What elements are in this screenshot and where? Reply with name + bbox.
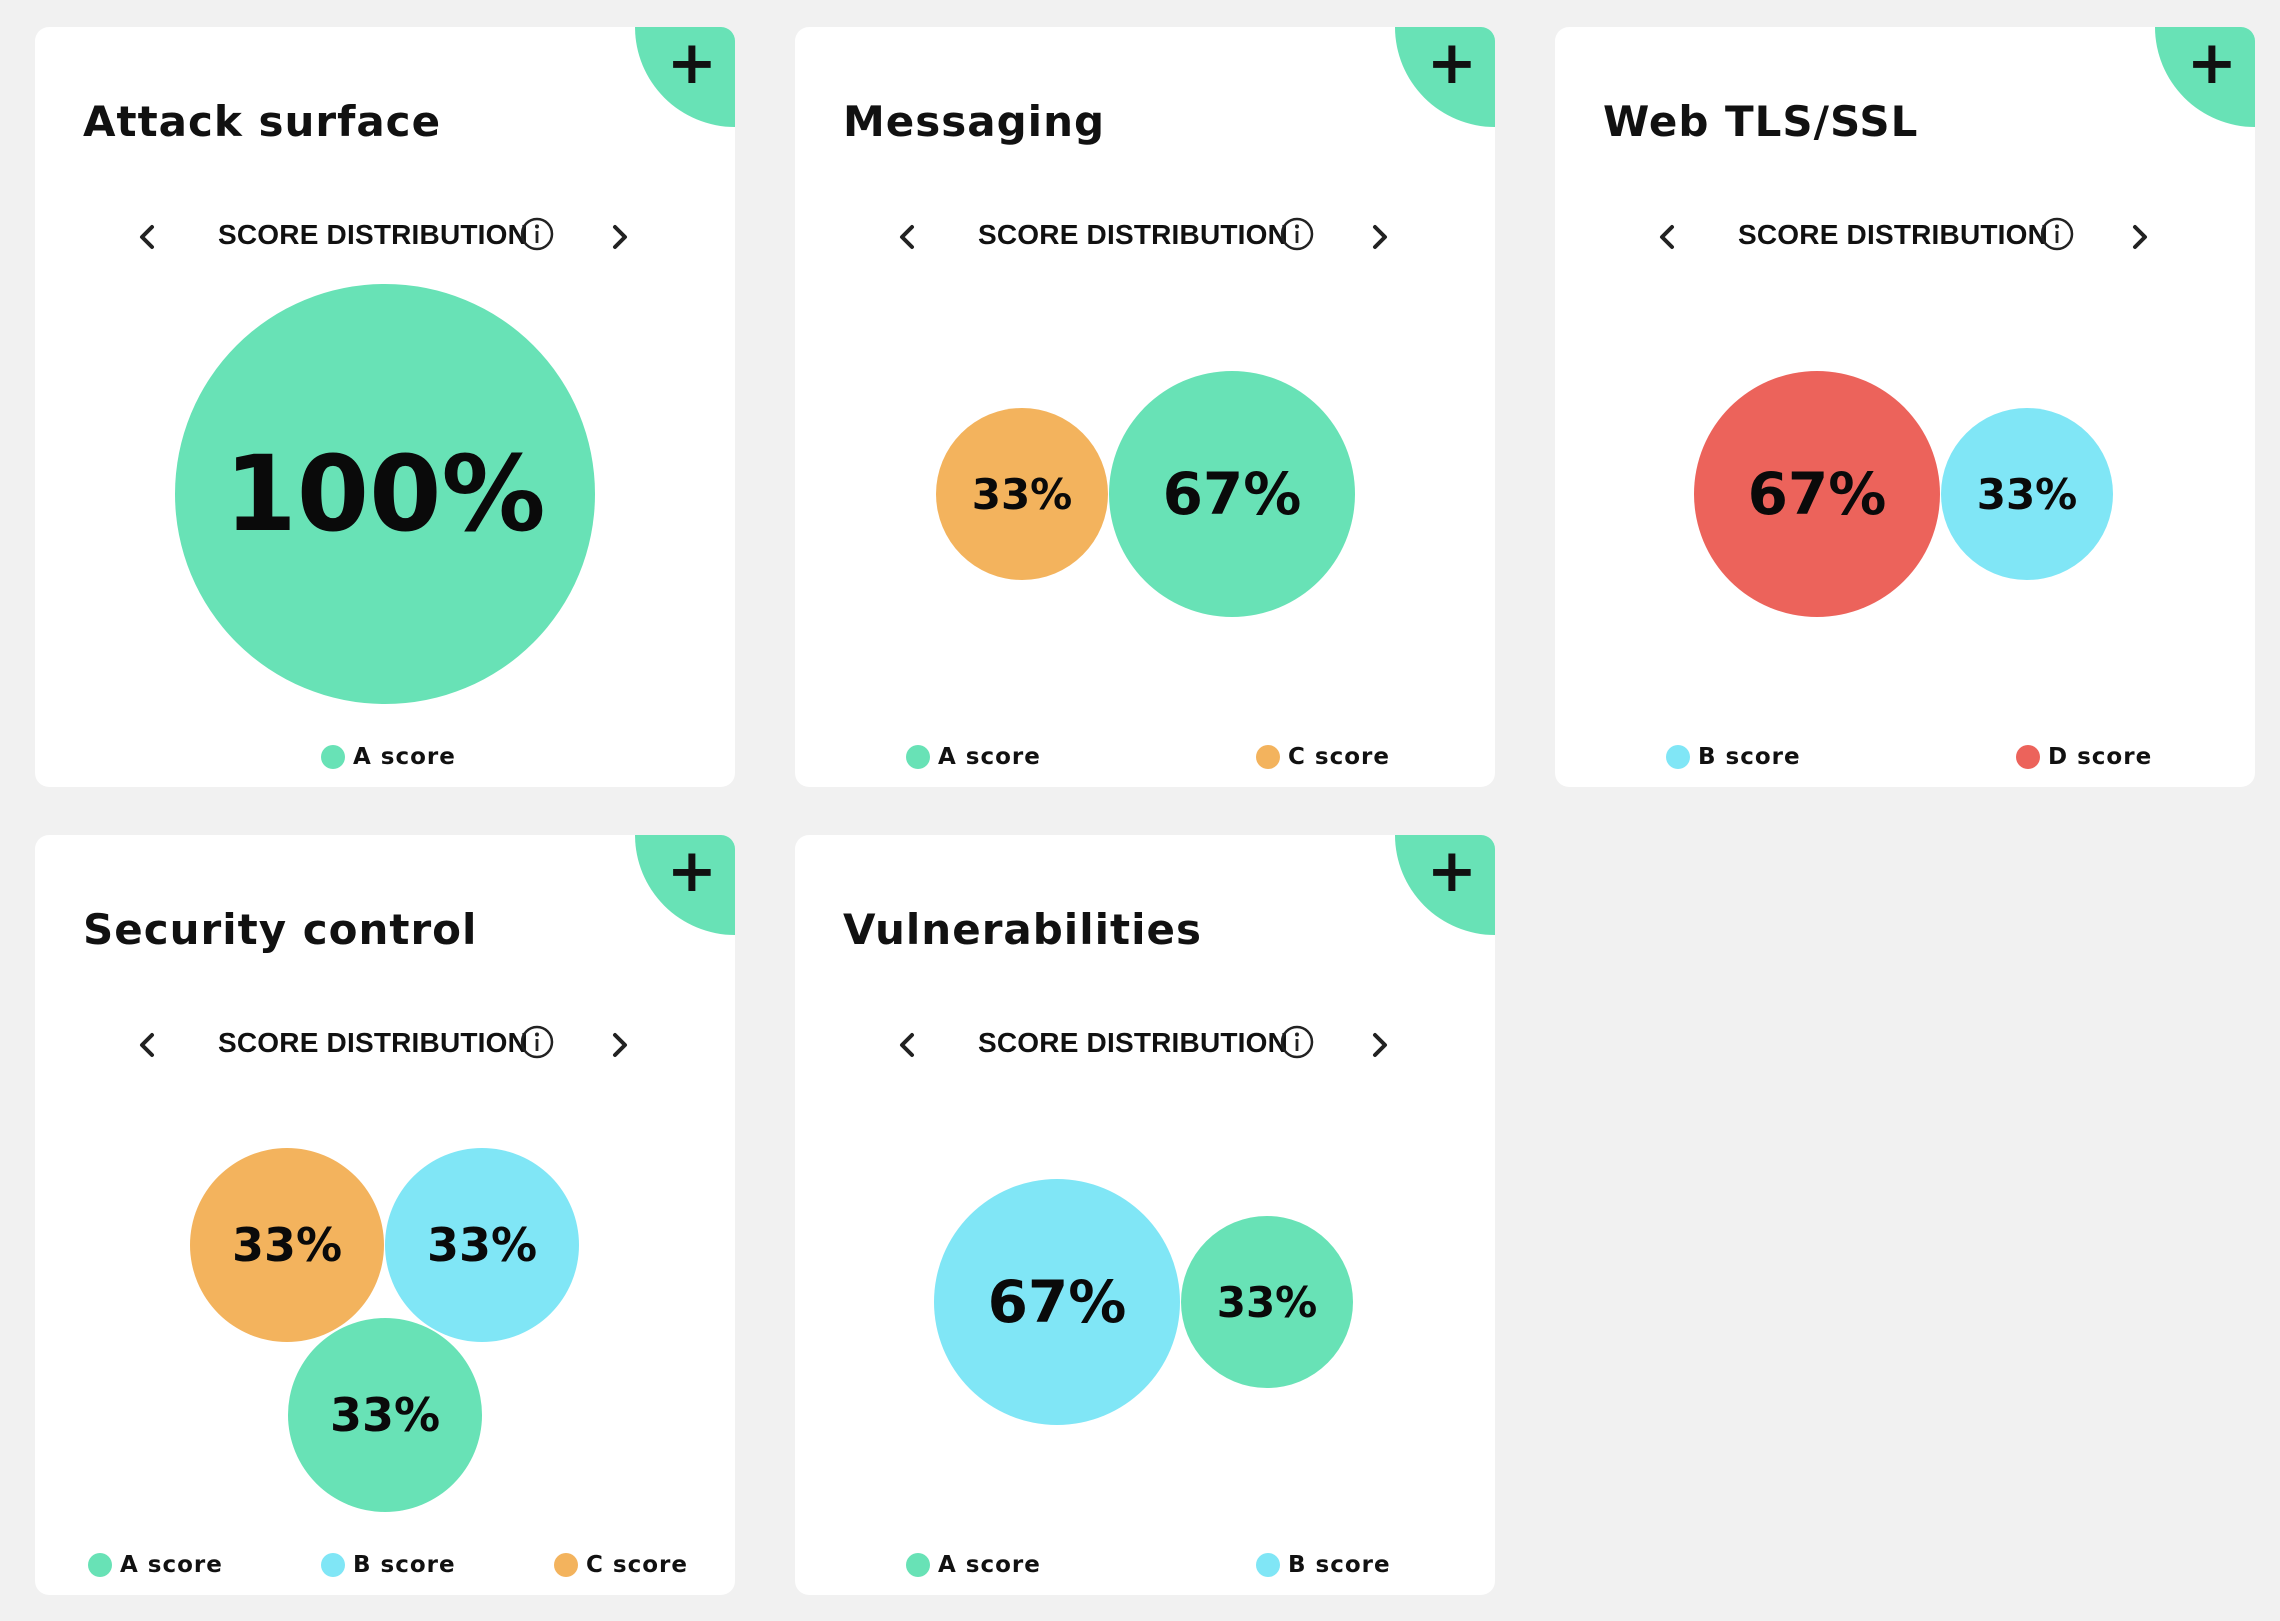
score-bubble-d: 67%: [1694, 371, 1940, 617]
add-button[interactable]: +: [635, 835, 735, 935]
card-title: Vulnerabilities: [843, 905, 1202, 954]
legend-label: B score: [353, 1552, 456, 1578]
plus-icon: +: [1426, 28, 1477, 98]
legend-item-c: C score: [554, 1550, 688, 1580]
legend-item-b: B score: [1256, 1550, 1391, 1580]
chevron-right-icon[interactable]: [1358, 216, 1400, 258]
score-bubble-a: 33%: [288, 1318, 482, 1512]
legend-label: B score: [1698, 744, 1801, 770]
legend-label: C score: [1288, 744, 1390, 770]
card-title: Web TLS/SSL: [1603, 97, 1919, 146]
chevron-left-icon[interactable]: [127, 216, 169, 258]
card-title: Security control: [83, 905, 478, 954]
chevron-left-icon[interactable]: [887, 216, 929, 258]
add-button[interactable]: +: [635, 27, 735, 127]
score-card-web-tls-ssl: Web TLS/SSL + SCORE DISTRIBUTION 67% 33% B…: [1555, 27, 2255, 787]
add-button[interactable]: +: [1395, 27, 1495, 127]
nav-label: SCORE DISTRIBUTION: [218, 1027, 529, 1058]
info-icon[interactable]: [519, 216, 555, 252]
distribution-nav: SCORE DISTRIBUTION: [795, 1015, 1495, 1075]
info-icon[interactable]: [1279, 216, 1315, 252]
legend-item-a: A score: [906, 1550, 1041, 1580]
distribution-nav: SCORE DISTRIBUTION: [1555, 207, 2255, 267]
legend-label: A score: [938, 1552, 1041, 1578]
score-card-vulnerabilities: Vulnerabilities + SCORE DISTRIBUTION 67%…: [795, 835, 1495, 1595]
card-title: Attack surface: [83, 97, 442, 146]
legend-item-a: A score: [906, 742, 1041, 772]
legend-item-a: A score: [88, 1550, 223, 1580]
score-bubble-a: 33%: [1181, 1216, 1353, 1388]
legend-label: D score: [2048, 744, 2153, 770]
legend-dot: [321, 1553, 345, 1577]
legend-dot: [554, 1553, 578, 1577]
add-button[interactable]: +: [2155, 27, 2255, 127]
score-bubble-b: 33%: [385, 1148, 579, 1342]
legend-item-a: A score: [321, 742, 456, 772]
plus-icon: +: [666, 28, 717, 98]
plus-icon: +: [1426, 836, 1477, 906]
card-title: Messaging: [843, 97, 1106, 146]
legend-dot: [906, 745, 930, 769]
score-card-attack-surface: Attack surface + SCORE DISTRIBUTION 100%…: [35, 27, 735, 787]
legend-dot: [88, 1553, 112, 1577]
legend-item-d: D score: [2016, 742, 2152, 772]
legend-label: B score: [1288, 1552, 1391, 1578]
score-card-messaging: Messaging + SCORE DISTRIBUTION 33% 67% A s…: [795, 27, 1495, 787]
score-bubble-a: 100%: [175, 284, 595, 704]
score-bubble-c: 33%: [190, 1148, 384, 1342]
chevron-left-icon[interactable]: [127, 1024, 169, 1066]
chevron-left-icon[interactable]: [887, 1024, 929, 1066]
legend-label: A score: [353, 744, 456, 770]
legend-label: C score: [586, 1552, 688, 1578]
distribution-nav: SCORE DISTRIBUTION: [35, 1015, 735, 1075]
chevron-left-icon[interactable]: [1647, 216, 1689, 258]
score-bubble-b: 67%: [934, 1179, 1180, 1425]
legend-dot: [906, 1553, 930, 1577]
chevron-right-icon[interactable]: [598, 216, 640, 258]
add-button[interactable]: +: [1395, 835, 1495, 935]
legend-label: A score: [938, 744, 1041, 770]
distribution-nav: SCORE DISTRIBUTION: [795, 207, 1495, 267]
legend-dot: [2016, 745, 2040, 769]
chevron-right-icon[interactable]: [598, 1024, 640, 1066]
nav-label: SCORE DISTRIBUTION: [218, 219, 529, 250]
info-icon[interactable]: [519, 1024, 555, 1060]
score-bubble-b: 33%: [1941, 408, 2113, 580]
legend-dot: [1256, 1553, 1280, 1577]
legend-item-b: B score: [321, 1550, 456, 1580]
score-bubble-a: 67%: [1109, 371, 1355, 617]
score-card-security-control: Security control + SCORE DISTRIBUTION 33…: [35, 835, 735, 1595]
legend-label: A score: [120, 1552, 223, 1578]
info-icon[interactable]: [2039, 216, 2075, 252]
legend-dot: [1256, 745, 1280, 769]
nav-label: SCORE DISTRIBUTION: [978, 1027, 1289, 1058]
nav-label: SCORE DISTRIBUTION: [1738, 219, 2049, 250]
distribution-nav: SCORE DISTRIBUTION: [35, 207, 735, 267]
score-bubble-c: 33%: [936, 408, 1108, 580]
plus-icon: +: [666, 836, 717, 906]
nav-label: SCORE DISTRIBUTION: [978, 219, 1289, 250]
chevron-right-icon[interactable]: [2118, 216, 2160, 258]
legend-dot: [1666, 745, 1690, 769]
chevron-right-icon[interactable]: [1358, 1024, 1400, 1066]
legend-item-b: B score: [1666, 742, 1801, 772]
info-icon[interactable]: [1279, 1024, 1315, 1060]
legend-dot: [321, 745, 345, 769]
plus-icon: +: [2186, 28, 2237, 98]
legend-item-c: C score: [1256, 742, 1390, 772]
